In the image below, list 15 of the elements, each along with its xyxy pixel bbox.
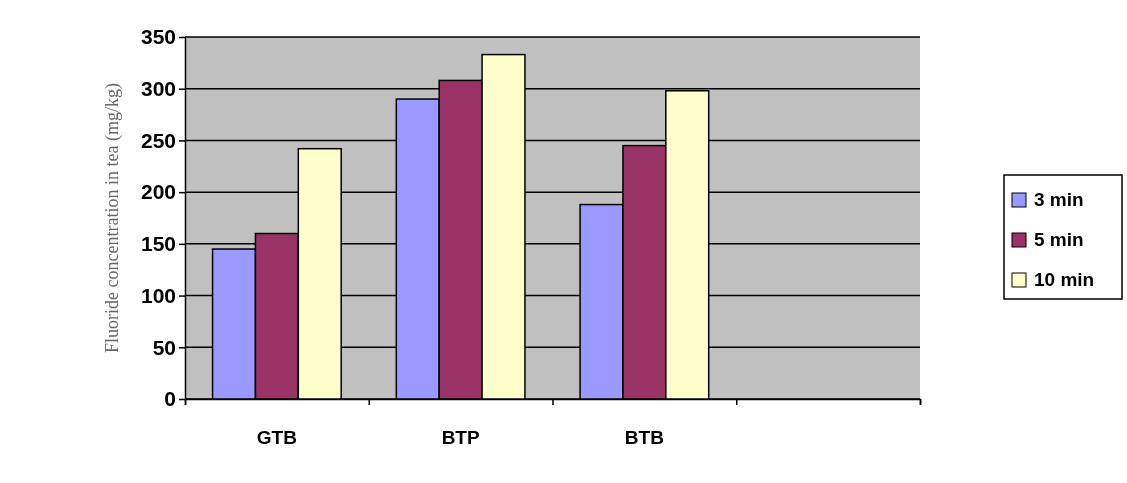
y-tick-label: 0 <box>164 387 176 411</box>
legend-label: 3 min <box>1034 189 1084 210</box>
y-tick-label: 300 <box>140 76 176 100</box>
y-tick-label: 200 <box>140 180 176 204</box>
legend-label: 10 min <box>1034 269 1095 290</box>
x-tick-label: BTP <box>441 427 480 448</box>
legend-label: 5 min <box>1034 229 1084 250</box>
y-tick-label: 350 <box>140 25 176 49</box>
y-tick-label: 250 <box>140 128 176 152</box>
x-tick-label: BTB <box>624 427 664 448</box>
y-axis-title: Fluoride concentration in tea (mg/kg) <box>102 83 123 353</box>
x-tick-label: GTB <box>256 427 297 448</box>
y-tick-label: 150 <box>140 232 176 256</box>
y-tick-label: 50 <box>152 335 176 359</box>
y-tick-label: 100 <box>140 283 176 307</box>
